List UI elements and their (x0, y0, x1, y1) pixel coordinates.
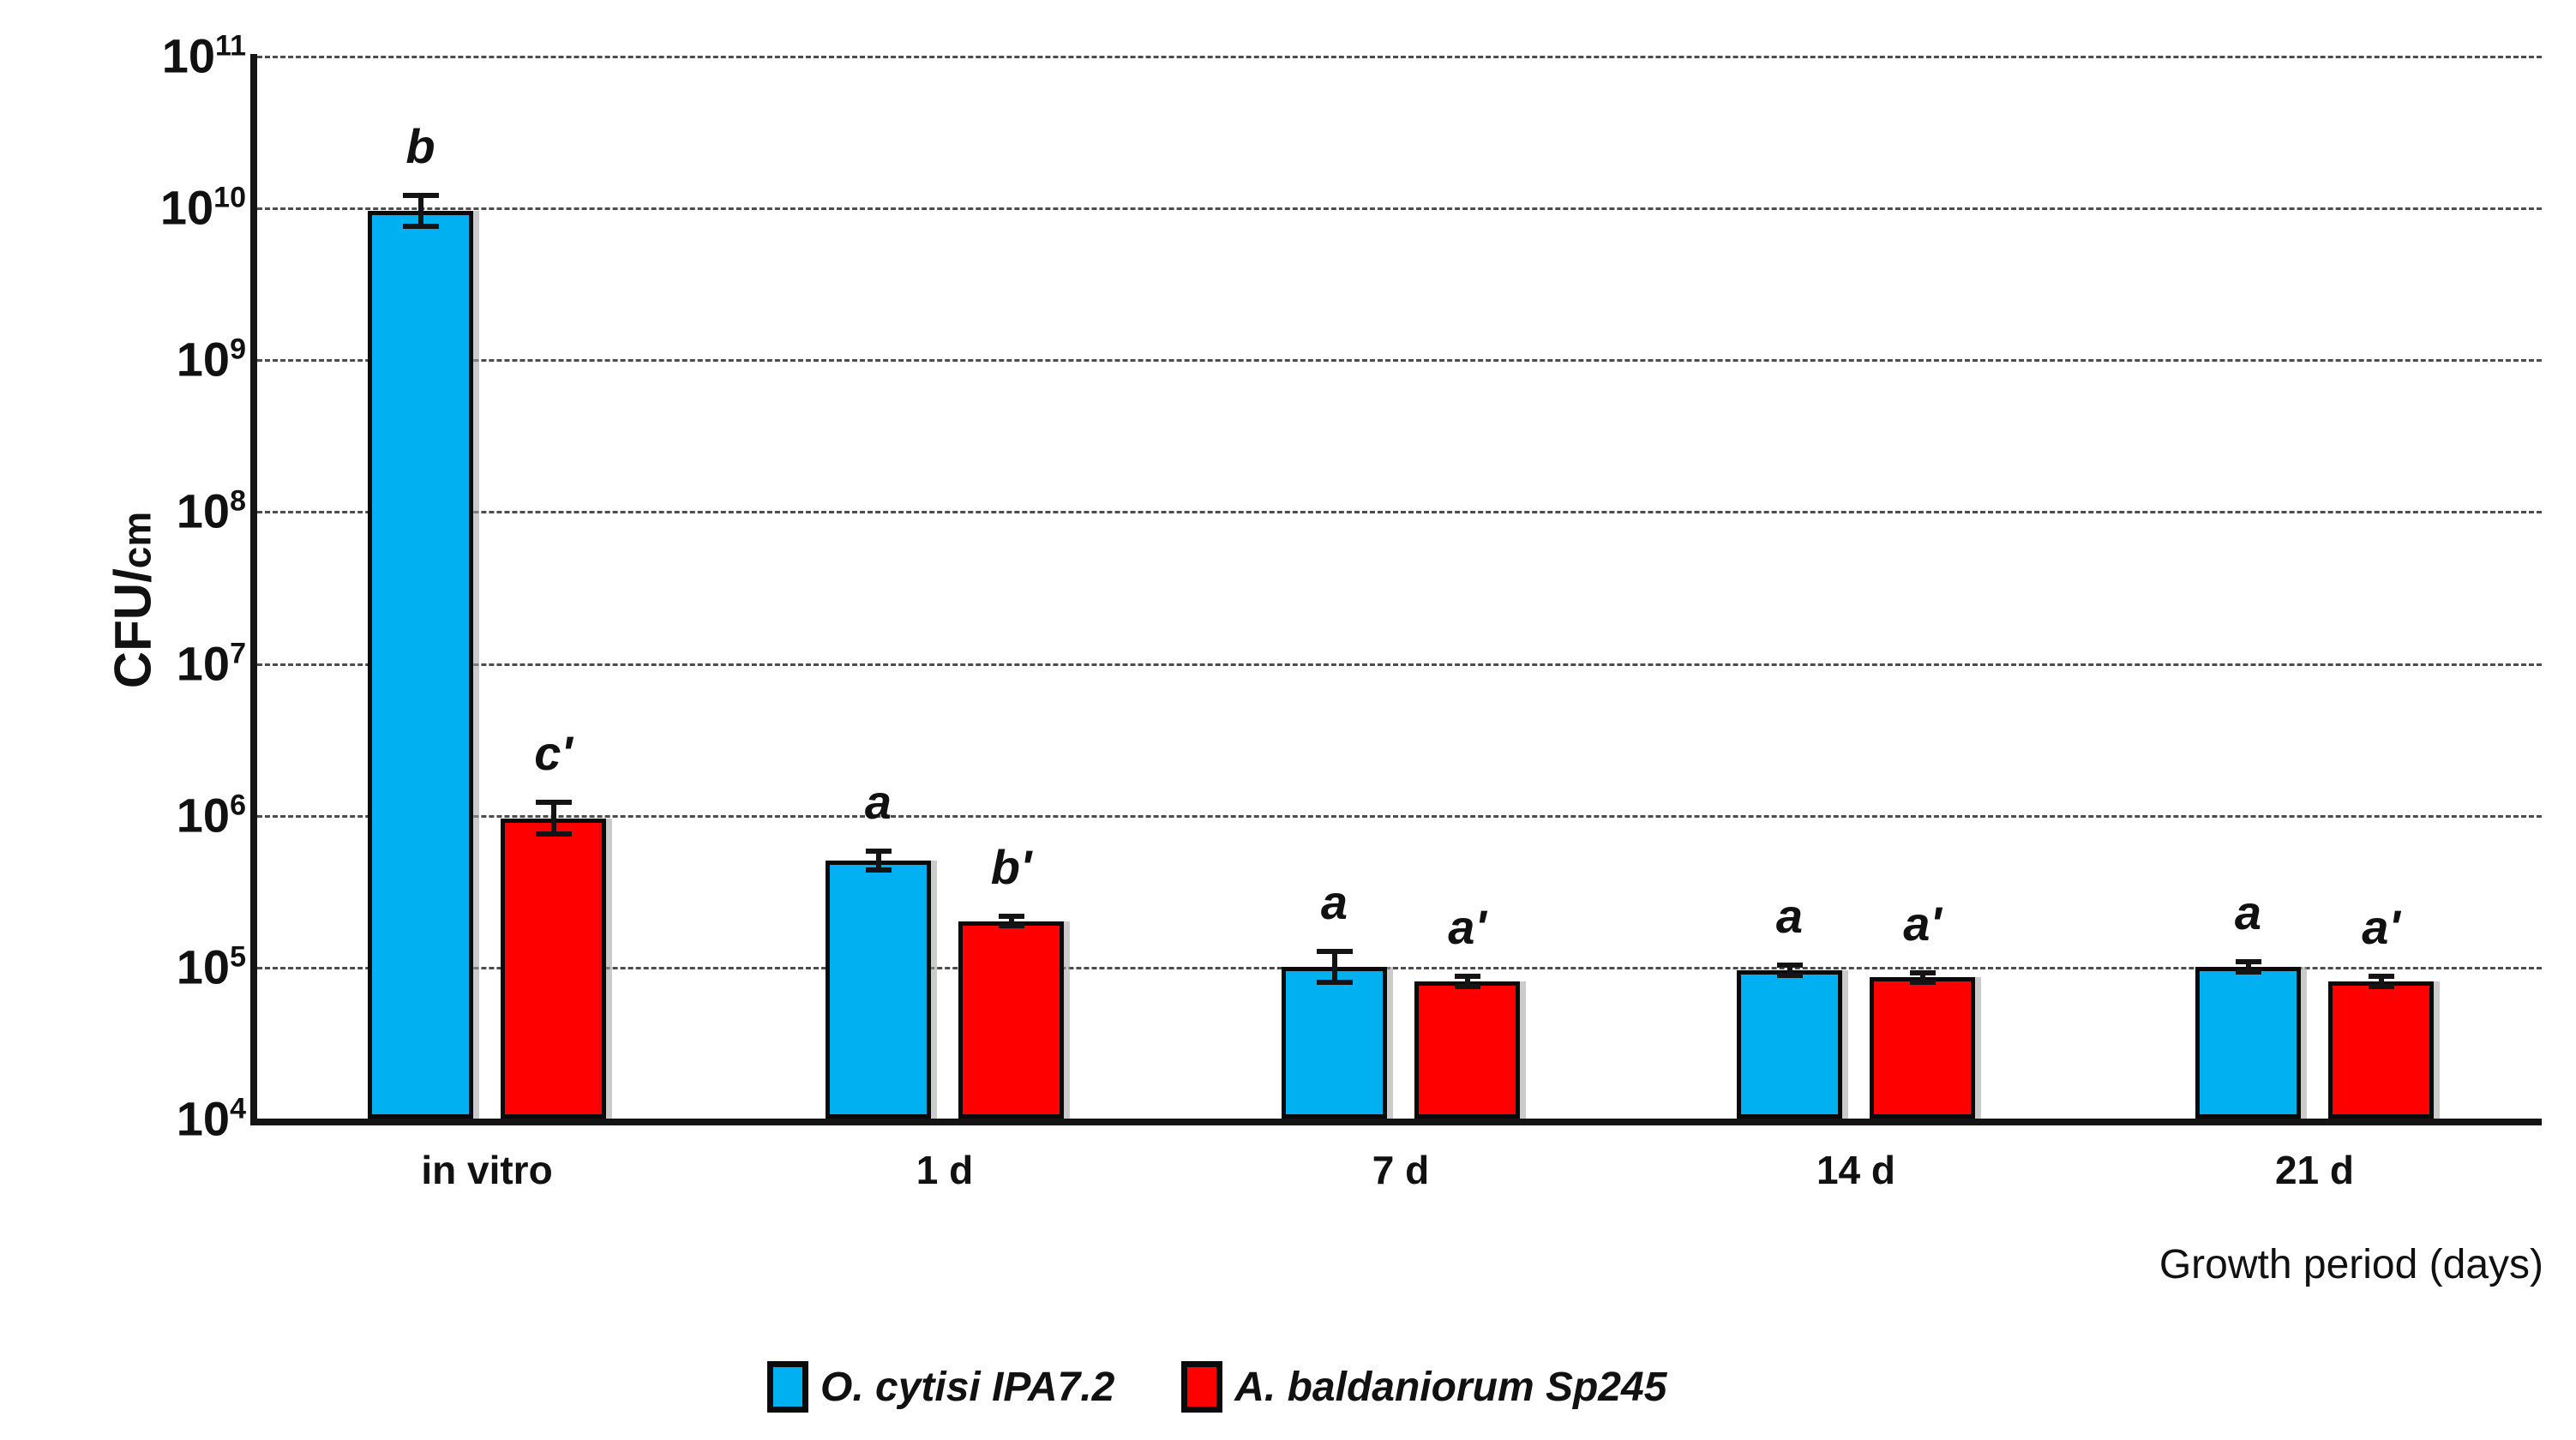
x-tick-1-d: 1 d (916, 1148, 974, 1192)
error-bar-o-cytisi-ipa7-2-in-vitro (402, 192, 439, 230)
bar-o-cytisi-ipa7-2-14-d (1737, 969, 1842, 1119)
gridline-10e8 (257, 511, 2542, 514)
x-tick-21-d: 21 d (2274, 1148, 2355, 1192)
error-bar-o-cytisi-ipa7-2-1-d (865, 848, 892, 873)
sig-letter-a-baldaniorum-sp245-in-vitro: c' (534, 726, 573, 781)
y-tick-10e9: 109 (176, 332, 246, 387)
legend-item-a-baldaniorum: A. baldaniorum Sp245 (1181, 1361, 1666, 1413)
legend-label-a-baldaniorum: A. baldaniorum Sp245 (1234, 1364, 1667, 1410)
bar-o-cytisi-ipa7-2-in-vitro (368, 211, 473, 1119)
y-tick-10e10: 1010 (159, 180, 246, 235)
gridline-10e10 (257, 207, 2542, 211)
gridline-10e6 (257, 814, 2542, 818)
bar-o-cytisi-ipa7-2-21-d (2195, 966, 2301, 1119)
x-tick-7-d: 7 d (1372, 1148, 1430, 1192)
gridline-10e7 (257, 663, 2542, 666)
sig-letter-a-baldaniorum-sp245-21-d: a' (2362, 900, 2400, 955)
error-bar-a-baldaniorum-sp245-21-d (2368, 974, 2394, 989)
error-bar-a-baldaniorum-sp245-7-d (1454, 974, 1480, 989)
sig-letter-a-baldaniorum-sp245-1-d: b' (990, 839, 1032, 894)
error-bar-a-baldaniorum-sp245-14-d (1909, 969, 1936, 986)
legend-label-o-cytisi: O. cytisi IPA7.2 (820, 1364, 1115, 1410)
sig-letter-a-baldaniorum-sp245-14-d: a' (1903, 896, 1942, 951)
y-axis-title-sub: cm (114, 511, 159, 569)
bar-a-baldaniorum-sp245-7-d (1414, 981, 1520, 1119)
y-tick-10e6: 106 (176, 788, 246, 843)
bar-o-cytisi-ipa7-2-1-d (826, 861, 931, 1119)
y-axis-title-main: CFU/ (104, 568, 162, 689)
error-bar-o-cytisi-ipa7-2-7-d (1316, 948, 1353, 986)
legend-item-o-cytisi: O. cytisi IPA7.2 (767, 1361, 1114, 1413)
gridline-10e11 (257, 56, 2542, 58)
y-tick-10e7: 107 (176, 635, 246, 690)
legend-swatch-red (1181, 1361, 1223, 1413)
sig-letter-o-cytisi-ipa7-2-21-d: a (2234, 885, 2262, 939)
error-bar-o-cytisi-ipa7-2-14-d (1776, 962, 1803, 978)
y-axis-title: CFU/cm (104, 512, 163, 688)
error-bar-o-cytisi-ipa7-2-21-d (2235, 959, 2261, 975)
bar-a-baldaniorum-sp245-14-d (1870, 977, 1975, 1119)
bar-a-baldaniorum-sp245-in-vitro (501, 818, 606, 1119)
sig-letter-o-cytisi-ipa7-2-14-d: a (1775, 888, 1804, 943)
legend: O. cytisi IPA7.2 A. baldaniorum Sp245 (767, 1361, 1666, 1413)
bar-a-baldaniorum-sp245-1-d (958, 921, 1064, 1119)
x-axis-title: Growth period (days) (2159, 1242, 2543, 1287)
y-axis-line (250, 54, 257, 1125)
bar-a-baldaniorum-sp245-21-d (2328, 981, 2434, 1119)
gridline-10e5 (257, 966, 2542, 969)
x-axis-line (250, 1119, 2542, 1125)
error-bar-a-baldaniorum-sp245-1-d (998, 913, 1024, 929)
x-tick-14-d: 14 d (1816, 1148, 1896, 1192)
sig-letter-a-baldaniorum-sp245-7-d: a' (1448, 900, 1486, 955)
y-tick-10e4: 104 (176, 1091, 246, 1146)
sig-letter-o-cytisi-ipa7-2-in-vitro: b (405, 118, 435, 173)
legend-swatch-blue (767, 1361, 808, 1413)
y-tick-10e5: 105 (176, 939, 246, 994)
bar-o-cytisi-ipa7-2-7-d (1282, 966, 1387, 1119)
x-tick-in-vitro: in vitro (421, 1148, 553, 1192)
gridline-10e9 (257, 359, 2542, 363)
y-tick-10e11: 1011 (161, 28, 246, 83)
error-bar-a-baldaniorum-sp245-in-vitro (535, 800, 572, 837)
y-tick-10e8: 108 (176, 483, 246, 538)
sig-letter-o-cytisi-ipa7-2-1-d: a (864, 774, 892, 829)
sig-letter-o-cytisi-ipa7-2-7-d: a (1320, 874, 1348, 929)
